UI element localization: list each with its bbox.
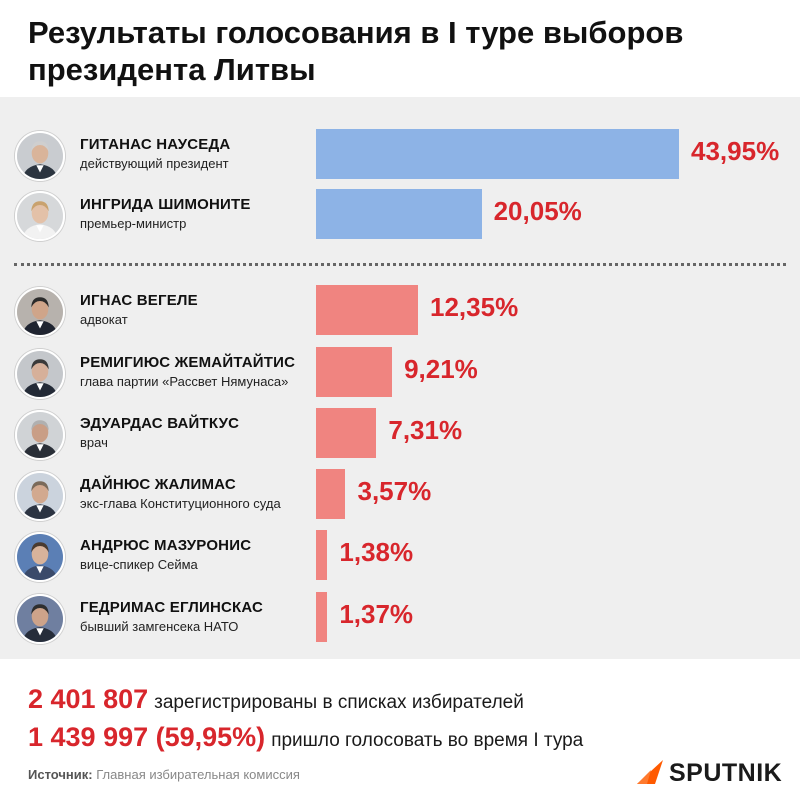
sputnik-logo: SPUTNIK	[635, 756, 795, 790]
candidate-role: вице-спикер Сейма	[80, 557, 198, 572]
candidate-row: ИНГРИДА ШИМОНИТЕ премьер-министр 20,05%	[0, 187, 800, 243]
candidate-name: ИГНАС ВЕГЕЛЕ	[80, 292, 198, 309]
candidate-name: АНДРЮС МАЗУРОНИС	[80, 537, 252, 554]
candidate-row: ГЕДРИМАС ЕГЛИНСКАС бывший замгенсека НАТО…	[0, 590, 800, 646]
page-title: Результаты голосования в I туре выборов …	[28, 15, 684, 87]
source-note: Источник: Главная избирательная комиссия	[28, 767, 300, 782]
candidate-role: экс-глава Конституционного суда	[80, 496, 281, 511]
candidate-photo	[15, 410, 65, 460]
candidate-name: ГЕДРИМАС ЕГЛИНСКАС	[80, 599, 264, 616]
candidate-row: ГИТАНАС НАУСЕДА действующий президент 43,9…	[0, 127, 800, 183]
candidate-role: премьер-министр	[80, 216, 187, 231]
candidate-row: ДАЙНЮС ЖАЛИМАС экс-глава Конституционного…	[0, 467, 800, 523]
candidate-name: РЕМИГИЮС ЖЕМАЙТАЙТИС	[80, 354, 296, 371]
registered-number: 2 401 807	[28, 684, 149, 714]
candidate-photo	[15, 131, 65, 181]
data-label: 20,05%	[493, 196, 582, 226]
candidate-photo	[15, 471, 65, 521]
candidate-photo	[15, 287, 65, 337]
candidate-name: ГИТАНАС НАУСЕДА	[80, 136, 231, 153]
stat-voted: 1 439 997 (59,95%) пришло голосовать во в…	[28, 722, 583, 753]
brand-name: SPUTNIK	[669, 759, 783, 787]
bar	[316, 408, 377, 458]
data-label: 1,37%	[339, 599, 414, 629]
data-label: 9,21%	[404, 354, 478, 384]
data-label: 12,35%	[430, 292, 519, 322]
candidate-photo	[15, 594, 65, 644]
data-label: 43,95%	[691, 136, 780, 166]
candidate-row: РЕМИГИЮС ЖЕМАЙТАЙТИС глава партии «Рассве…	[0, 345, 800, 401]
candidate-role: бывший замгенсека НАТО	[80, 619, 239, 634]
candidate-row: АНДРЮС МАЗУРОНИС вице-спикер Сейма 1,38%	[0, 528, 800, 584]
chart-divider	[14, 263, 786, 266]
candidate-name: ИНГРИДА ШИМОНИТЕ	[80, 196, 251, 213]
candidate-role: глава партии «Рассвет Нямунаса»	[80, 374, 289, 389]
source-label: Источник:	[28, 767, 93, 782]
candidate-photo	[15, 191, 65, 241]
candidate-row: ЭДУАРДАС ВАЙТКУС врач 7,31%	[0, 406, 800, 462]
source-text: Главная избирательная комиссия	[96, 767, 300, 782]
voted-number: 1 439 997 (59,95%)	[28, 722, 266, 752]
stat-registered: 2 401 807 зарегистрированы в списках изби…	[28, 684, 524, 715]
bar	[316, 530, 328, 580]
data-label: 7,31%	[388, 415, 463, 445]
registered-text: зарегистрированы в списках избирателей	[154, 692, 524, 713]
bar	[316, 347, 393, 397]
data-label: 3,57%	[357, 476, 432, 506]
bar	[316, 592, 328, 642]
bar	[316, 129, 679, 179]
sputnik-logo-icon	[637, 760, 663, 784]
bar	[316, 189, 482, 239]
candidate-role: действующий президент	[80, 156, 229, 171]
candidate-photo	[15, 532, 65, 582]
candidate-row: ИГНАС ВЕГЕЛЕ адвокат 12,35%	[0, 283, 800, 339]
bar	[316, 285, 418, 335]
candidate-name: ДАЙНЮС ЖАЛИМАС	[80, 476, 236, 493]
candidate-role: врач	[80, 435, 108, 450]
voted-text: пришло голосовать во время I тура	[271, 730, 584, 751]
candidate-photo	[15, 349, 65, 399]
bar	[316, 469, 346, 519]
candidate-name: ЭДУАРДАС ВАЙТКУС	[80, 415, 240, 432]
data-label: 1,38%	[339, 537, 414, 567]
candidate-role: адвокат	[80, 312, 128, 327]
